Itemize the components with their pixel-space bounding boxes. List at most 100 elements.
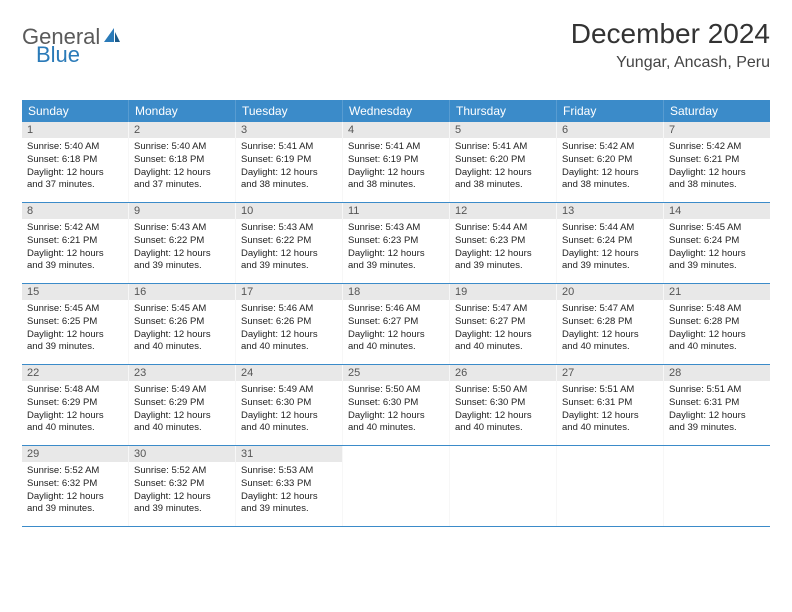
daylight-text-2: and 38 minutes. (455, 179, 551, 192)
sunrise-text: Sunrise: 5:50 AM (455, 384, 551, 397)
sunrise-text: Sunrise: 5:41 AM (455, 141, 551, 154)
sunrise-text: Sunrise: 5:40 AM (27, 141, 123, 154)
sunrise-text: Sunrise: 5:47 AM (562, 303, 658, 316)
daylight-text-2: and 40 minutes. (348, 422, 444, 435)
day-number: 17 (236, 284, 342, 300)
sail-icon (102, 24, 122, 50)
daylight-text-2: and 39 minutes. (241, 503, 337, 516)
day-cell: 4Sunrise: 5:41 AMSunset: 6:19 PMDaylight… (343, 122, 450, 202)
day-number: 23 (129, 365, 235, 381)
sunset-text: Sunset: 6:19 PM (348, 154, 444, 167)
daylight-text-2: and 40 minutes. (348, 341, 444, 354)
day-cell: 17Sunrise: 5:46 AMSunset: 6:26 PMDayligh… (236, 284, 343, 364)
day-cell: 20Sunrise: 5:47 AMSunset: 6:28 PMDayligh… (557, 284, 664, 364)
day-cell: 12Sunrise: 5:44 AMSunset: 6:23 PMDayligh… (450, 203, 557, 283)
day-cell (450, 446, 557, 526)
daylight-text-1: Daylight: 12 hours (348, 167, 444, 180)
sunrise-text: Sunrise: 5:47 AM (455, 303, 551, 316)
calendar-grid: SundayMondayTuesdayWednesdayThursdayFrid… (22, 100, 770, 527)
day-body: Sunrise: 5:51 AMSunset: 6:31 PMDaylight:… (557, 381, 663, 440)
day-body: Sunrise: 5:47 AMSunset: 6:28 PMDaylight:… (557, 300, 663, 359)
daylight-text-2: and 37 minutes. (27, 179, 123, 192)
day-body: Sunrise: 5:43 AMSunset: 6:23 PMDaylight:… (343, 219, 449, 278)
daylight-text-1: Daylight: 12 hours (455, 167, 551, 180)
day-number: 30 (129, 446, 235, 462)
day-number: 15 (22, 284, 128, 300)
daylight-text-1: Daylight: 12 hours (455, 329, 551, 342)
daylight-text-1: Daylight: 12 hours (241, 410, 337, 423)
sunrise-text: Sunrise: 5:46 AM (348, 303, 444, 316)
sunset-text: Sunset: 6:30 PM (455, 397, 551, 410)
day-body: Sunrise: 5:46 AMSunset: 6:27 PMDaylight:… (343, 300, 449, 359)
daylight-text-1: Daylight: 12 hours (348, 410, 444, 423)
day-number: 26 (450, 365, 556, 381)
daylight-text-2: and 39 minutes. (241, 260, 337, 273)
daylight-text-2: and 40 minutes. (241, 341, 337, 354)
week-row: 1Sunrise: 5:40 AMSunset: 6:18 PMDaylight… (22, 122, 770, 203)
daylight-text-1: Daylight: 12 hours (134, 329, 230, 342)
day-cell: 24Sunrise: 5:49 AMSunset: 6:30 PMDayligh… (236, 365, 343, 445)
sunrise-text: Sunrise: 5:41 AM (241, 141, 337, 154)
sunrise-text: Sunrise: 5:43 AM (241, 222, 337, 235)
day-cell: 23Sunrise: 5:49 AMSunset: 6:29 PMDayligh… (129, 365, 236, 445)
day-number: 29 (22, 446, 128, 462)
day-number: 14 (664, 203, 770, 219)
day-cell: 27Sunrise: 5:51 AMSunset: 6:31 PMDayligh… (557, 365, 664, 445)
day-body: Sunrise: 5:43 AMSunset: 6:22 PMDaylight:… (129, 219, 235, 278)
day-body: Sunrise: 5:52 AMSunset: 6:32 PMDaylight:… (129, 462, 235, 521)
day-cell: 22Sunrise: 5:48 AMSunset: 6:29 PMDayligh… (22, 365, 129, 445)
daylight-text-2: and 37 minutes. (134, 179, 230, 192)
day-cell: 25Sunrise: 5:50 AMSunset: 6:30 PMDayligh… (343, 365, 450, 445)
day-number: 11 (343, 203, 449, 219)
day-number: 6 (557, 122, 663, 138)
day-body: Sunrise: 5:51 AMSunset: 6:31 PMDaylight:… (664, 381, 770, 440)
daylight-text-1: Daylight: 12 hours (669, 329, 765, 342)
sunset-text: Sunset: 6:27 PM (348, 316, 444, 329)
day-number: 2 (129, 122, 235, 138)
day-cell: 3Sunrise: 5:41 AMSunset: 6:19 PMDaylight… (236, 122, 343, 202)
sunrise-text: Sunrise: 5:43 AM (134, 222, 230, 235)
daylight-text-2: and 39 minutes. (562, 260, 658, 273)
sunset-text: Sunset: 6:26 PM (134, 316, 230, 329)
sunrise-text: Sunrise: 5:48 AM (27, 384, 123, 397)
day-cell: 11Sunrise: 5:43 AMSunset: 6:23 PMDayligh… (343, 203, 450, 283)
day-body: Sunrise: 5:49 AMSunset: 6:30 PMDaylight:… (236, 381, 342, 440)
day-body: Sunrise: 5:53 AMSunset: 6:33 PMDaylight:… (236, 462, 342, 521)
daylight-text-2: and 40 minutes. (562, 422, 658, 435)
sunset-text: Sunset: 6:29 PM (27, 397, 123, 410)
day-number: 19 (450, 284, 556, 300)
daylight-text-1: Daylight: 12 hours (27, 167, 123, 180)
day-cell: 21Sunrise: 5:48 AMSunset: 6:28 PMDayligh… (664, 284, 770, 364)
day-body: Sunrise: 5:43 AMSunset: 6:22 PMDaylight:… (236, 219, 342, 278)
day-cell: 8Sunrise: 5:42 AMSunset: 6:21 PMDaylight… (22, 203, 129, 283)
daylight-text-2: and 40 minutes. (455, 422, 551, 435)
day-cell: 18Sunrise: 5:46 AMSunset: 6:27 PMDayligh… (343, 284, 450, 364)
day-number: 27 (557, 365, 663, 381)
sunset-text: Sunset: 6:20 PM (455, 154, 551, 167)
sunset-text: Sunset: 6:18 PM (134, 154, 230, 167)
weeks-container: 1Sunrise: 5:40 AMSunset: 6:18 PMDaylight… (22, 122, 770, 527)
sunrise-text: Sunrise: 5:49 AM (134, 384, 230, 397)
day-cell: 9Sunrise: 5:43 AMSunset: 6:22 PMDaylight… (129, 203, 236, 283)
sunset-text: Sunset: 6:21 PM (27, 235, 123, 248)
day-cell (557, 446, 664, 526)
daylight-text-1: Daylight: 12 hours (134, 167, 230, 180)
sunset-text: Sunset: 6:28 PM (562, 316, 658, 329)
brand-second-line: Blue (36, 42, 80, 68)
week-row: 8Sunrise: 5:42 AMSunset: 6:21 PMDaylight… (22, 203, 770, 284)
sunrise-text: Sunrise: 5:45 AM (27, 303, 123, 316)
day-body: Sunrise: 5:50 AMSunset: 6:30 PMDaylight:… (343, 381, 449, 440)
daylight-text-2: and 40 minutes. (134, 422, 230, 435)
day-cell: 13Sunrise: 5:44 AMSunset: 6:24 PMDayligh… (557, 203, 664, 283)
daylight-text-2: and 38 minutes. (562, 179, 658, 192)
day-body: Sunrise: 5:47 AMSunset: 6:27 PMDaylight:… (450, 300, 556, 359)
sunrise-text: Sunrise: 5:53 AM (241, 465, 337, 478)
daylight-text-2: and 40 minutes. (562, 341, 658, 354)
daylight-text-1: Daylight: 12 hours (27, 410, 123, 423)
sunset-text: Sunset: 6:21 PM (669, 154, 765, 167)
day-cell: 14Sunrise: 5:45 AMSunset: 6:24 PMDayligh… (664, 203, 770, 283)
sunset-text: Sunset: 6:33 PM (241, 478, 337, 491)
daylight-text-2: and 39 minutes. (27, 260, 123, 273)
daylight-text-1: Daylight: 12 hours (455, 410, 551, 423)
sunset-text: Sunset: 6:23 PM (455, 235, 551, 248)
